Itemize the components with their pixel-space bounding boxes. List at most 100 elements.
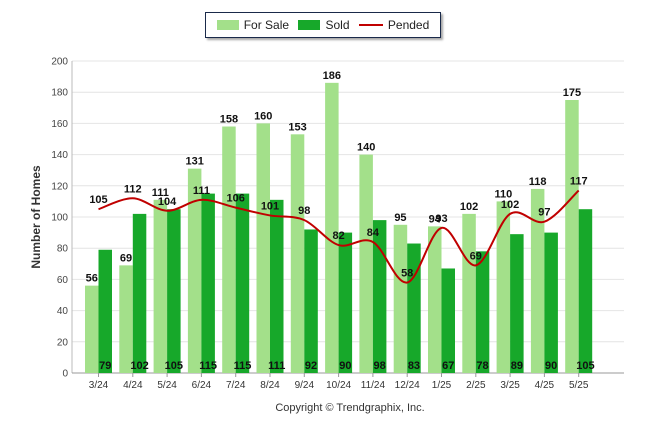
data-label-for-sale: 95 bbox=[394, 212, 406, 224]
bar-for-sale bbox=[222, 126, 236, 374]
bar-sold bbox=[201, 193, 215, 373]
x-tick-label: 1/25 bbox=[432, 380, 452, 391]
data-label-for-sale: 158 bbox=[220, 114, 238, 126]
data-label-sold: 92 bbox=[305, 360, 317, 372]
x-tick-label: 11/24 bbox=[361, 380, 386, 391]
data-label-for-sale: 56 bbox=[86, 273, 98, 285]
data-label-for-sale: 131 bbox=[185, 156, 203, 168]
data-label-sold: 115 bbox=[234, 360, 252, 372]
x-tick-label: 5/25 bbox=[569, 380, 589, 391]
data-label-pended: 69 bbox=[470, 250, 482, 262]
x-tick-label: 3/25 bbox=[500, 380, 520, 391]
y-tick-label: 40 bbox=[57, 306, 69, 317]
bar-for-sale bbox=[359, 154, 373, 373]
bar-for-sale bbox=[85, 285, 99, 373]
x-tick-label: 4/24 bbox=[123, 380, 143, 391]
bar-sold bbox=[510, 234, 524, 373]
bar-sold bbox=[270, 199, 284, 373]
data-label-pended: 93 bbox=[435, 213, 447, 225]
data-label-for-sale: 118 bbox=[529, 176, 547, 188]
data-label-sold: 90 bbox=[545, 360, 557, 372]
data-label-sold: 115 bbox=[199, 360, 217, 372]
bar-sold bbox=[304, 229, 318, 373]
bar-for-sale bbox=[256, 123, 270, 374]
bar-sold bbox=[475, 251, 490, 373]
bar-sold bbox=[544, 232, 558, 373]
x-tick-label: 5/24 bbox=[157, 380, 177, 391]
x-tick-label: 4/25 bbox=[535, 380, 555, 391]
data-label-pended: 111 bbox=[193, 185, 210, 197]
data-label-sold: 111 bbox=[268, 360, 285, 372]
bar-for-sale bbox=[187, 168, 202, 373]
data-label-for-sale: 186 bbox=[323, 70, 341, 82]
bar-for-sale bbox=[565, 100, 579, 373]
bar-for-sale bbox=[428, 226, 442, 373]
data-label-sold: 89 bbox=[511, 360, 523, 372]
y-tick-label: 100 bbox=[51, 213, 68, 224]
data-label-for-sale: 69 bbox=[120, 252, 132, 264]
x-tick-label: 12/24 bbox=[395, 380, 420, 391]
y-tick-label: 200 bbox=[51, 57, 68, 68]
data-label-pended: 102 bbox=[501, 199, 519, 211]
bar-for-sale bbox=[462, 213, 476, 373]
bar-for-sale bbox=[119, 265, 133, 373]
bar-for-sale bbox=[153, 199, 168, 373]
x-tick-label: 10/24 bbox=[326, 380, 351, 391]
y-tick-label: 120 bbox=[51, 181, 68, 192]
legend: For Sale Sold Pended bbox=[205, 12, 441, 38]
data-label-pended: 82 bbox=[332, 230, 344, 242]
legend-label-sold: Sold bbox=[325, 18, 350, 32]
bar-sold bbox=[441, 268, 455, 373]
data-label-pended: 101 bbox=[261, 200, 279, 212]
x-tick-label: 3/24 bbox=[89, 380, 109, 391]
bar-for-sale bbox=[496, 201, 511, 373]
data-label-sold: 67 bbox=[442, 360, 454, 372]
bar-sold bbox=[338, 232, 353, 373]
data-label-pended: 98 bbox=[298, 205, 310, 217]
data-label-pended: 105 bbox=[89, 194, 107, 206]
legend-swatch-pended bbox=[358, 24, 383, 26]
y-tick-label: 180 bbox=[51, 88, 68, 99]
data-label-for-sale: 102 bbox=[460, 201, 478, 213]
y-tick-label: 80 bbox=[57, 244, 69, 255]
bar-sold bbox=[132, 213, 147, 373]
data-label-pended: 97 bbox=[538, 207, 550, 219]
y-tick-label: 140 bbox=[51, 150, 68, 161]
data-label-for-sale: 110 bbox=[494, 188, 512, 200]
x-tick-label: 9/24 bbox=[295, 380, 315, 391]
data-label-sold: 105 bbox=[165, 360, 183, 372]
data-label-sold: 83 bbox=[408, 360, 420, 372]
bar-sold bbox=[407, 243, 421, 373]
data-label-sold: 78 bbox=[476, 360, 488, 372]
data-label-pended: 106 bbox=[227, 193, 245, 205]
y-tick-label: 160 bbox=[51, 119, 68, 130]
data-label-sold: 98 bbox=[374, 360, 386, 372]
x-tick-label: 8/24 bbox=[260, 380, 280, 391]
y-tick-label: 0 bbox=[62, 369, 68, 380]
data-label-pended: 84 bbox=[367, 227, 380, 239]
data-label-for-sale: 175 bbox=[563, 87, 581, 99]
x-tick-label: 2/25 bbox=[466, 380, 486, 391]
data-label-for-sale: 94 bbox=[429, 213, 442, 225]
y-tick-label: 20 bbox=[57, 337, 69, 348]
data-label-sold: 90 bbox=[339, 360, 351, 372]
data-label-sold: 79 bbox=[99, 360, 111, 372]
bar-for-sale bbox=[393, 224, 408, 373]
data-label-pended: 117 bbox=[570, 175, 588, 187]
y-tick-label: 60 bbox=[57, 275, 69, 286]
legend-item-for-sale: For Sale bbox=[216, 18, 290, 32]
legend-label-pended: Pended bbox=[387, 18, 430, 32]
pended-line bbox=[98, 189, 580, 284]
data-label-sold: 105 bbox=[576, 360, 594, 372]
bar-sold bbox=[372, 220, 387, 373]
bar-sold bbox=[578, 209, 593, 373]
legend-item-pended: Pended bbox=[358, 18, 430, 32]
y-axis-label: Number of Homes bbox=[29, 165, 43, 269]
legend-swatch-sold bbox=[298, 20, 321, 30]
legend-label-for-sale: For Sale bbox=[243, 18, 290, 32]
data-label-pended: 58 bbox=[401, 268, 413, 280]
x-tick-label: 6/24 bbox=[192, 380, 212, 391]
data-label-pended: 112 bbox=[124, 183, 142, 195]
copyright-text: Copyright © Trendgraphix, Inc. bbox=[275, 402, 425, 414]
bar-sold bbox=[167, 209, 181, 373]
